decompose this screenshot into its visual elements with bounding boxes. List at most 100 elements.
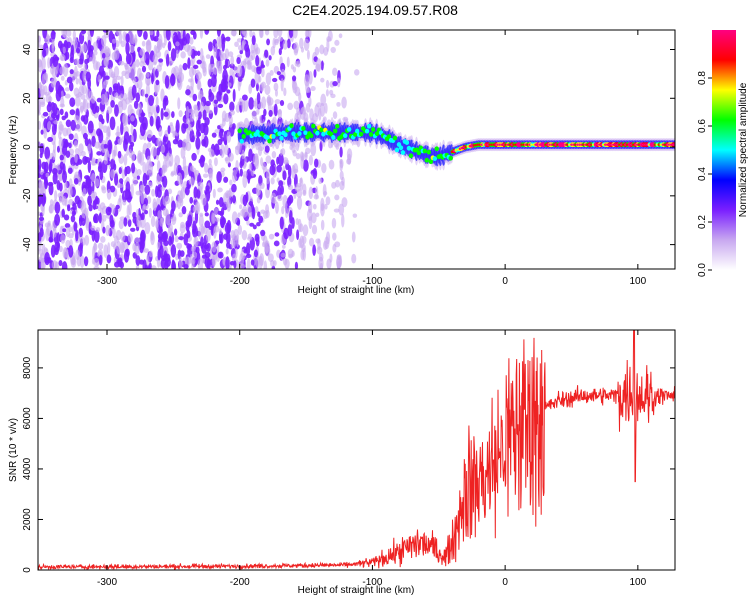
heatmap-cell xyxy=(102,226,106,234)
heatmap-cell xyxy=(162,207,168,217)
heatmap-cell xyxy=(236,57,241,65)
heatmap-cell xyxy=(146,254,150,267)
heatmap-cell xyxy=(426,149,432,155)
heatmap-cell xyxy=(218,35,222,49)
heatmap-cell xyxy=(103,143,108,149)
heatmap-cell xyxy=(139,122,146,137)
heatmap-cell xyxy=(283,132,288,138)
heatmap-cell xyxy=(177,172,183,185)
heatmap-cell xyxy=(257,144,263,157)
heatmap-cell xyxy=(253,249,259,258)
heatmap-cell xyxy=(236,172,240,178)
heatmap-cell xyxy=(268,109,273,117)
heatmap-cell xyxy=(299,37,304,49)
heatmap-cell xyxy=(199,30,204,39)
heatmap-cell xyxy=(42,111,49,117)
heatmap-cell xyxy=(233,260,237,269)
heatmap-cell xyxy=(322,183,327,198)
heatmap-cell xyxy=(283,87,287,97)
heatmap-cell xyxy=(158,58,164,63)
heatmap-cell xyxy=(400,150,406,155)
heatmap-cell xyxy=(82,98,89,113)
heatmap-cell xyxy=(84,156,91,163)
heatmap-cell xyxy=(212,252,217,266)
heatmap-cell xyxy=(155,79,160,86)
heatmap-cell xyxy=(78,143,84,154)
heatmap-cell xyxy=(315,212,320,218)
heatmap-cell xyxy=(157,210,162,219)
heatmap-cell xyxy=(181,205,187,215)
heatmap-cell xyxy=(149,115,154,127)
heatmap-cell xyxy=(279,149,283,156)
spectrogram-heatmap xyxy=(38,30,675,269)
heatmap-cell xyxy=(82,187,87,197)
heatmap-cell xyxy=(38,193,43,205)
heatmap-cell xyxy=(170,48,177,62)
heatmap-cell xyxy=(70,119,77,131)
heatmap-cell xyxy=(105,224,111,237)
x-axis-label: Height of straight line (km) xyxy=(298,285,415,296)
heatmap-cell xyxy=(118,85,124,91)
heatmap-cell xyxy=(175,253,179,261)
heatmap-cell xyxy=(225,156,231,164)
heatmap-cell xyxy=(296,229,300,241)
heatmap-cell xyxy=(51,260,58,269)
heatmap-cell xyxy=(334,39,340,46)
heatmap-cell xyxy=(211,132,217,138)
heatmap-cell xyxy=(432,156,437,162)
heatmap-cell xyxy=(59,108,64,116)
heatmap-cell xyxy=(320,219,325,231)
heatmap-cell xyxy=(220,167,226,173)
heatmap-cell xyxy=(147,60,154,71)
heatmap-cell xyxy=(276,71,281,76)
heatmap-cell xyxy=(160,257,166,269)
heatmap-cell xyxy=(59,54,66,62)
heatmap-cell xyxy=(114,104,119,117)
heatmap-cell xyxy=(134,237,141,243)
heatmap-cell xyxy=(181,37,188,46)
heatmap-cell xyxy=(93,215,98,224)
heatmap-cell xyxy=(96,35,101,41)
heatmap-cell xyxy=(207,163,214,178)
heatmap-cell xyxy=(141,212,145,221)
heatmap-cell xyxy=(351,253,357,264)
heatmap-cell xyxy=(156,30,160,38)
heatmap-cell xyxy=(90,173,96,183)
heatmap-cell xyxy=(145,39,152,53)
heatmap-cell xyxy=(272,37,276,49)
heatmap-cell xyxy=(123,62,128,67)
heatmap-cell xyxy=(68,142,72,149)
heatmap-cell xyxy=(69,109,76,116)
heatmap-cell xyxy=(231,211,238,224)
colorbar-tick-label: 0.0 xyxy=(697,263,708,277)
heatmap-cell xyxy=(120,93,124,103)
heatmap-cell xyxy=(241,149,245,160)
heatmap-cell xyxy=(159,217,164,227)
heatmap-cell xyxy=(285,207,289,219)
heatmap-cell xyxy=(208,225,213,230)
heatmap-cell xyxy=(341,96,347,109)
heatmap-cell xyxy=(113,47,120,61)
heatmap-cell xyxy=(245,242,251,257)
x-tick-label: 100 xyxy=(629,276,646,287)
heatmap-cell xyxy=(167,188,173,195)
heatmap-cell xyxy=(169,122,173,127)
heatmap-cell xyxy=(261,161,267,171)
heatmap-cell xyxy=(62,228,67,233)
heatmap-cell xyxy=(311,224,318,235)
heatmap-cell xyxy=(153,36,157,42)
heatmap-cell xyxy=(226,219,232,234)
heatmap-cell xyxy=(104,75,110,80)
heatmap-cell xyxy=(294,185,301,192)
heatmap-cell xyxy=(299,151,304,161)
heatmap-cell xyxy=(221,52,227,61)
heatmap-cell xyxy=(223,93,229,105)
heatmap-cell xyxy=(254,206,259,214)
heatmap-cell xyxy=(79,254,85,268)
heatmap-cell xyxy=(156,147,161,156)
heatmap-cell xyxy=(142,172,148,187)
heatmap-cell xyxy=(248,148,253,163)
heatmap-cell xyxy=(155,115,161,129)
heatmap-cell xyxy=(434,146,439,152)
heatmap-cell xyxy=(155,96,159,107)
